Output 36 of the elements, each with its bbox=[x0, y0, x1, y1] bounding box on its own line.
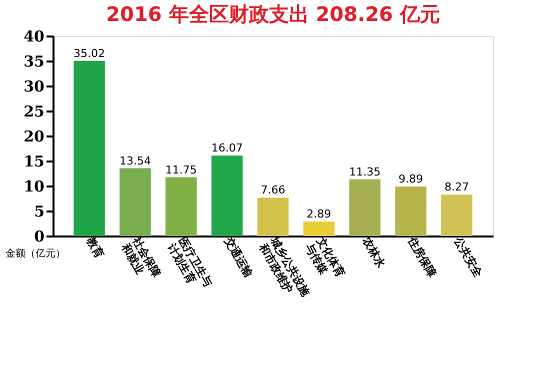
y-tick-label: 35 bbox=[24, 52, 44, 70]
data-label: 9.89 bbox=[398, 172, 424, 186]
bar bbox=[74, 60, 105, 236]
y-tick-label: 20 bbox=[24, 128, 44, 146]
data-label: 7.66 bbox=[260, 184, 286, 197]
y-tick-label: 40 bbox=[24, 28, 44, 46]
bar bbox=[120, 168, 151, 236]
x-tick-label: 医疗卫生与计划生育 bbox=[164, 235, 215, 290]
bar bbox=[441, 194, 472, 236]
y-tick-label: 30 bbox=[24, 78, 44, 96]
x-tick-label: 教育 bbox=[84, 234, 106, 261]
x-tick-label: 社会保障和就业 bbox=[118, 234, 164, 280]
data-label: 13.54 bbox=[119, 154, 151, 168]
bar bbox=[349, 179, 380, 236]
y-tick-label: 0 bbox=[34, 228, 44, 246]
x-tick-label: 农林水 bbox=[359, 234, 388, 271]
y-tick-label: 10 bbox=[24, 178, 44, 196]
bar bbox=[211, 156, 243, 236]
data-label: 35.02 bbox=[74, 46, 106, 60]
bar bbox=[303, 222, 335, 236]
data-label: 11.75 bbox=[165, 163, 197, 176]
y-axis-title: 金额（亿元） bbox=[6, 248, 66, 260]
x-tick-label: 公共安全 bbox=[451, 234, 486, 280]
data-label: 2.89 bbox=[306, 208, 332, 221]
data-label: 8.27 bbox=[444, 180, 469, 194]
data-label: 11.35 bbox=[349, 165, 381, 178]
y-tick-label: 15 bbox=[24, 152, 44, 170]
chart-title: 2016 年全区财政支出 208.26 亿元 bbox=[106, 2, 440, 26]
y-tick-label: 25 bbox=[24, 102, 44, 120]
bar bbox=[166, 177, 197, 236]
x-tick-label: 住房保障 bbox=[405, 234, 439, 280]
x-tick-label: 交通运输 bbox=[221, 234, 256, 280]
y-tick-label: 5 bbox=[34, 202, 44, 220]
data-label: 16.07 bbox=[211, 142, 243, 155]
bar bbox=[257, 198, 289, 236]
bar bbox=[395, 186, 426, 236]
